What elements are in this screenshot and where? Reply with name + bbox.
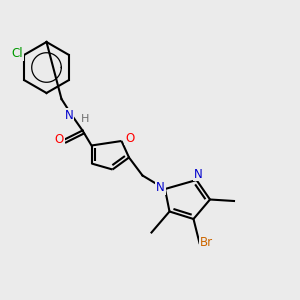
Text: O: O (55, 133, 64, 146)
Text: N: N (156, 181, 165, 194)
Text: O: O (125, 131, 134, 145)
Text: Br: Br (200, 236, 213, 250)
Text: Cl: Cl (11, 47, 23, 60)
Text: N: N (194, 167, 202, 181)
Text: H: H (81, 113, 90, 124)
Text: N: N (64, 109, 74, 122)
